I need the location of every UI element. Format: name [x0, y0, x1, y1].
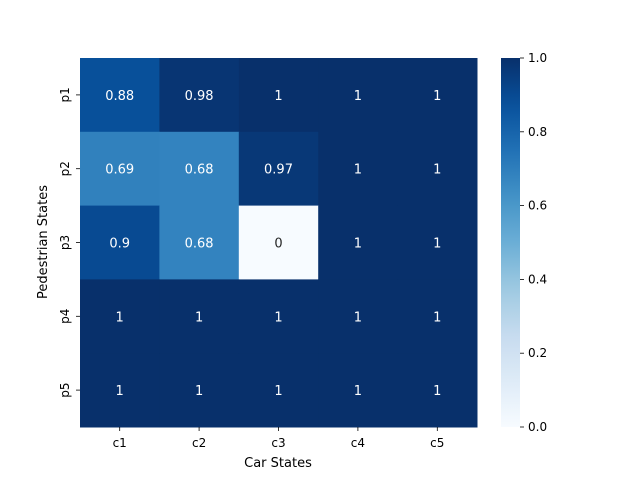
heatmap-cell-p2-c5 [397, 131, 478, 207]
heatmap-cells [80, 58, 478, 428]
heatmap-cell-p2-c4 [318, 131, 399, 207]
cell-value-label: 1 [433, 310, 441, 325]
y-tick-label: p1 [58, 87, 72, 102]
heatmap-cell-p1-c1 [80, 58, 160, 133]
x-tick-label: c4 [351, 436, 365, 450]
heatmap-cell-p2-c1 [80, 131, 160, 207]
x-tick-label: c3 [271, 436, 285, 450]
colorbar-ticks: 0.0 0.2 0.4 0.6 0.8 1.0 [520, 51, 547, 434]
cell-value-label: 1 [116, 384, 124, 399]
cell-value-label: 0.98 [185, 89, 214, 104]
cell-value-label: 1 [274, 89, 282, 104]
heatmap-cell-p4-c3 [238, 279, 319, 354]
heatmap-cell-p4-c1 [80, 279, 160, 354]
cell-value-label: 1 [433, 237, 441, 252]
heatmap-cell-p3-c5 [397, 205, 478, 280]
colorbar [501, 58, 520, 427]
cell-value-label: 1 [433, 384, 441, 399]
cell-value-label: 1 [354, 384, 362, 399]
cell-value-label: 1 [433, 163, 441, 178]
y-tick-label: p4 [58, 309, 72, 324]
heatmap-cell-p1-c3 [238, 58, 319, 133]
heatmap-cell-p1-c4 [318, 58, 399, 133]
x-axis-ticks: c1 c2 c3 c4 c5 [113, 427, 444, 450]
cell-value-label: 1 [274, 384, 282, 399]
y-tick-label: p3 [58, 235, 72, 250]
heatmap-cell-p4-c5 [397, 279, 478, 354]
cell-value-label: 1 [195, 310, 203, 325]
heatmap-cell-p3-c1 [80, 205, 160, 280]
heatmap-cell-p4-c4 [318, 279, 399, 354]
heatmap-cell-p5-c2 [159, 353, 240, 428]
heatmap-cell-p5-c5 [397, 353, 478, 428]
heatmap-cell-p5-c4 [318, 353, 399, 428]
heatmap-cell-p1-c5 [397, 58, 478, 133]
colorbar-tick-label: 0.6 [528, 199, 547, 213]
heatmap-cell-p2-c3 [238, 131, 319, 207]
cell-value-label: 1 [354, 163, 362, 178]
cell-value-label: 0.68 [185, 163, 214, 178]
colorbar-tick-label: 0.2 [528, 346, 547, 360]
colorbar-tick-label: 1.0 [528, 51, 547, 65]
colorbar-tick-label: 0.0 [528, 420, 547, 434]
cell-value-label: 0.88 [105, 89, 134, 104]
cell-value-label: 0.9 [109, 237, 130, 252]
x-tick-label: c1 [113, 436, 127, 450]
colorbar-tick-label: 0.4 [528, 272, 547, 286]
cell-value-label: 1 [354, 89, 362, 104]
cell-value-label: 1 [274, 310, 282, 325]
heatmap-cell-p2-c2 [159, 131, 240, 207]
heatmap-cell-p5-c3 [238, 353, 319, 428]
y-tick-label: p5 [58, 382, 72, 397]
cell-value-label: 0.68 [185, 237, 214, 252]
cell-value-label: 1 [195, 384, 203, 399]
y-axis-label: Pedestrian States [36, 185, 51, 299]
y-tick-label: p2 [58, 161, 72, 176]
heatmap-cell-p1-c2 [159, 58, 240, 133]
y-axis-ticks: p1 p2 p3 p4 p5 [58, 87, 80, 398]
cell-value-label: 1 [354, 237, 362, 252]
cell-value-label: 1 [116, 310, 124, 325]
x-tick-label: c5 [430, 436, 444, 450]
cell-value-label: 1 [354, 310, 362, 325]
heatmap-cell-p3-c3 [238, 205, 319, 280]
heatmap-cell-p3-c4 [318, 205, 399, 280]
x-tick-label: c2 [192, 436, 206, 450]
heatmap-cell-p3-c2 [159, 205, 240, 280]
heatmap-cell-p5-c1 [80, 353, 160, 428]
x-axis-label: Car States [244, 456, 312, 471]
cell-value-label: 0.69 [105, 163, 134, 178]
cell-value-label: 0 [274, 237, 282, 252]
heatmap-cell-p4-c2 [159, 279, 240, 354]
cell-value-label: 1 [433, 89, 441, 104]
colorbar-tick-label: 0.8 [528, 125, 547, 139]
heatmap-cell-labels: 0.88 0.98 1 1 1 0.69 0.68 0.97 1 1 0.9 0.68 0 1 1 1 1 1 1 1… [105, 89, 441, 399]
cell-value-label: 0.97 [264, 163, 293, 178]
